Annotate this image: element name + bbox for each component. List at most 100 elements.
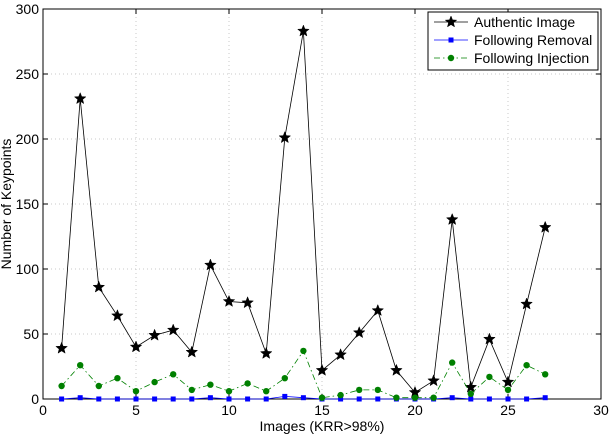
data-point bbox=[337, 391, 344, 399]
series-layer bbox=[55, 24, 552, 402]
data-point bbox=[281, 375, 288, 382]
series-line bbox=[61, 31, 546, 394]
x-tick-label: 5 bbox=[132, 402, 140, 418]
legend-swatch-marker bbox=[447, 54, 455, 62]
data-point bbox=[129, 340, 143, 353]
data-point bbox=[92, 280, 106, 293]
data-point bbox=[77, 362, 84, 369]
data-point bbox=[222, 294, 236, 307]
data-point bbox=[166, 323, 180, 336]
data-point bbox=[59, 396, 65, 402]
data-point bbox=[73, 92, 87, 105]
data-point bbox=[501, 375, 515, 388]
data-point bbox=[188, 386, 195, 394]
data-point bbox=[390, 363, 403, 376]
data-point bbox=[189, 396, 195, 402]
series-authentic-image bbox=[55, 24, 552, 398]
x-tick-label: 0 bbox=[39, 402, 47, 418]
x-tick-label: 10 bbox=[221, 402, 237, 418]
data-point bbox=[300, 395, 306, 401]
legend: Authentic Image Following Removal Followin… bbox=[427, 11, 599, 71]
data-point bbox=[95, 382, 103, 390]
data-point bbox=[445, 212, 459, 226]
y-tick-label: 200 bbox=[16, 131, 40, 147]
data-point bbox=[96, 396, 102, 402]
data-point bbox=[315, 363, 329, 376]
x-tick-label: 20 bbox=[407, 402, 423, 418]
data-point bbox=[278, 131, 292, 144]
data-point bbox=[226, 396, 232, 402]
data-point bbox=[55, 341, 68, 354]
data-point bbox=[77, 395, 83, 401]
data-point bbox=[132, 388, 140, 395]
data-point bbox=[225, 388, 233, 395]
legend-label: Following Injection bbox=[474, 50, 589, 66]
data-point bbox=[393, 394, 400, 401]
data-point bbox=[449, 359, 456, 366]
x-axis-label: Images (KRR>98%) bbox=[260, 418, 385, 434]
y-tick-label: 100 bbox=[16, 261, 40, 277]
data-point bbox=[371, 303, 385, 317]
data-point bbox=[375, 396, 381, 402]
data-point bbox=[151, 378, 158, 386]
data-point bbox=[486, 396, 492, 402]
y-tick-label: 250 bbox=[16, 66, 40, 82]
data-point bbox=[468, 396, 474, 402]
data-point bbox=[207, 395, 213, 401]
data-point bbox=[152, 396, 158, 402]
data-point bbox=[504, 386, 512, 394]
data-point bbox=[449, 395, 455, 401]
data-point bbox=[282, 393, 288, 399]
legend-entry: Following Removal bbox=[434, 32, 592, 48]
data-point bbox=[542, 371, 549, 378]
series-following-removal bbox=[59, 393, 548, 402]
data-point bbox=[338, 396, 344, 402]
data-point bbox=[505, 396, 511, 402]
data-point bbox=[241, 296, 254, 309]
data-point bbox=[58, 382, 65, 390]
y-tick-label: 300 bbox=[16, 1, 40, 17]
data-point bbox=[263, 396, 269, 402]
data-point bbox=[374, 386, 381, 394]
data-point bbox=[538, 220, 552, 233]
y-axis-label: Number of Keypoints bbox=[0, 139, 14, 270]
y-tick-label: 0 bbox=[31, 391, 39, 407]
y-tick-label: 150 bbox=[16, 196, 40, 212]
data-point bbox=[114, 375, 121, 382]
legend-entry: Following Injection bbox=[434, 50, 589, 66]
data-point bbox=[244, 380, 251, 387]
data-point bbox=[259, 346, 273, 359]
legend-swatch-marker bbox=[444, 15, 458, 28]
grid-lines bbox=[43, 9, 601, 399]
data-point bbox=[263, 388, 270, 395]
data-point bbox=[486, 373, 493, 381]
series-following-injection bbox=[58, 347, 549, 401]
legend-entry: Authentic Image bbox=[434, 14, 575, 30]
data-point bbox=[170, 371, 177, 378]
data-point bbox=[318, 394, 326, 401]
data-point bbox=[411, 394, 419, 401]
data-point bbox=[352, 326, 366, 339]
data-point bbox=[133, 396, 139, 402]
data-point bbox=[297, 24, 310, 37]
x-tick-label: 15 bbox=[314, 402, 330, 418]
data-point bbox=[483, 332, 496, 345]
data-point bbox=[427, 374, 440, 387]
data-point bbox=[300, 347, 307, 355]
legend-label: Following Removal bbox=[474, 32, 592, 48]
y-tick-label: 50 bbox=[23, 326, 39, 342]
data-point bbox=[148, 328, 161, 341]
data-point bbox=[520, 297, 533, 310]
data-point bbox=[185, 345, 199, 358]
data-point bbox=[207, 381, 214, 388]
legend-swatch-marker bbox=[448, 37, 454, 43]
data-point bbox=[114, 396, 120, 402]
data-point bbox=[523, 362, 530, 369]
data-point bbox=[170, 396, 176, 402]
data-point bbox=[356, 396, 362, 402]
data-point bbox=[204, 258, 217, 271]
x-tick-label: 25 bbox=[500, 402, 516, 418]
data-point bbox=[524, 396, 530, 402]
